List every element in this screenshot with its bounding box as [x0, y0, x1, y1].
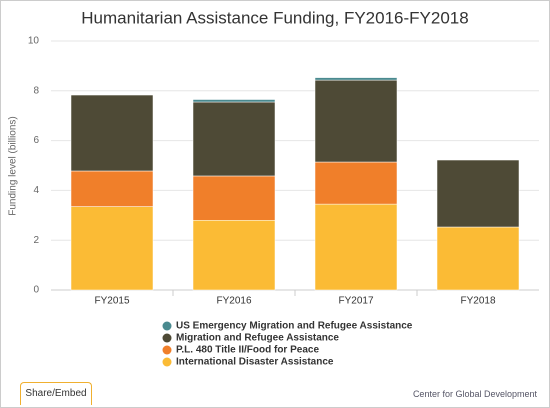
- bar-segment: [192, 175, 276, 221]
- x-tick-label: FY2017: [338, 296, 373, 307]
- legend-marker: [162, 345, 172, 355]
- bar-segment: [192, 99, 276, 103]
- y-tick-label: 8: [33, 85, 39, 96]
- bar-segment: [70, 206, 154, 291]
- y-tick-label: 6: [33, 135, 39, 146]
- y-tick-label: 10: [28, 36, 40, 47]
- bar-segment: [436, 159, 520, 228]
- legend-marker: [162, 357, 172, 367]
- y-axis-label: Funding level (billions): [8, 116, 19, 216]
- legend-marker: [162, 321, 172, 331]
- legend-label: US Emergency Migration and Refugee Assis…: [176, 321, 413, 332]
- legend-label: International Disaster Assistance: [176, 357, 334, 368]
- bar-segment: [314, 77, 398, 81]
- y-tick-label: 2: [33, 235, 39, 246]
- chart-title: Humanitarian Assistance Funding, FY2016-…: [81, 8, 468, 27]
- share-embed-button[interactable]: Share/Embed: [20, 382, 92, 405]
- legend-label: P.L. 480 Title II/Food for Peace: [176, 345, 319, 356]
- credit: Center for Global Development: [412, 389, 537, 399]
- x-tick-label: FY2018: [460, 296, 495, 307]
- bar-segment: [314, 79, 398, 163]
- bar-segment: [314, 161, 398, 205]
- x-tick-label: FY2015: [94, 296, 129, 307]
- bar-segment: [192, 101, 276, 177]
- bar-segment: [192, 220, 276, 291]
- bar-segment: [70, 94, 154, 172]
- y-tick-label: 0: [33, 285, 39, 296]
- bar-segment: [70, 170, 154, 207]
- bar-segment: [436, 226, 520, 291]
- x-tick-label: FY2016: [216, 296, 251, 307]
- legend-label: Migration and Refugee Assistance: [176, 333, 339, 344]
- legend-marker: [162, 333, 172, 343]
- bar-segment: [314, 203, 398, 291]
- y-tick-label: 4: [33, 185, 39, 196]
